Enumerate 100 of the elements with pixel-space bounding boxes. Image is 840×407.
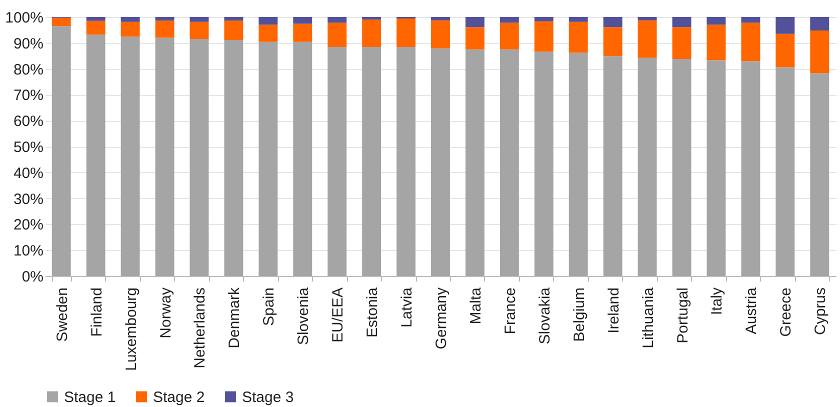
bar — [568, 52, 588, 276]
bar — [190, 39, 209, 276]
x-tick-label: Portugal — [674, 288, 692, 344]
x-tick-label: Sweden — [54, 288, 71, 342]
x-tick-label: Malta — [467, 286, 484, 324]
bar — [258, 17, 278, 25]
x-tick-label: Belgium — [570, 288, 588, 342]
bar — [155, 20, 174, 38]
bar — [52, 18, 71, 26]
y-tick-label: 60% — [13, 113, 44, 130]
bar — [120, 36, 140, 276]
bar — [500, 17, 519, 23]
bar — [741, 61, 760, 276]
bar — [638, 17, 657, 20]
y-tick-label: 20% — [13, 216, 44, 234]
bar — [568, 22, 588, 53]
bar — [224, 40, 244, 276]
x-tick-label: France — [502, 288, 519, 334]
x-tick-label: Spain — [260, 288, 278, 326]
bar — [810, 73, 830, 276]
bar — [706, 60, 726, 276]
bar — [431, 48, 450, 276]
bar — [258, 24, 278, 42]
bar — [672, 27, 692, 59]
bar — [776, 17, 795, 34]
bar — [776, 67, 795, 276]
bar — [86, 20, 106, 35]
bar — [431, 20, 450, 48]
bar — [706, 17, 726, 25]
bar — [120, 17, 140, 22]
bar — [741, 22, 760, 62]
x-tick-label: Germany — [433, 287, 450, 350]
x-tick-label: Greece — [778, 288, 795, 337]
bar — [362, 20, 382, 48]
bar — [293, 17, 312, 24]
bar — [776, 34, 795, 68]
x-tick-label: Lithuania — [640, 286, 657, 348]
bar — [638, 58, 657, 276]
bar — [190, 22, 209, 40]
bar — [258, 42, 278, 276]
bar — [465, 27, 484, 50]
bar — [362, 47, 382, 276]
bar — [465, 17, 484, 28]
legend-label: Stage 2 — [153, 388, 205, 406]
bar — [328, 22, 347, 48]
bar — [500, 49, 519, 276]
bar — [120, 22, 140, 37]
bar — [328, 47, 347, 276]
bar — [465, 49, 484, 276]
y-tick-label: 0% — [22, 268, 44, 286]
x-tick-label: Finland — [88, 288, 106, 337]
bar — [155, 17, 174, 21]
legend-label: Stage 3 — [242, 388, 294, 406]
x-tick-label: Italy — [708, 287, 726, 316]
y-tick-label: 10% — [13, 242, 44, 260]
bar — [86, 34, 106, 276]
bar — [534, 52, 554, 276]
bar — [603, 56, 622, 276]
y-tick-label: 30% — [13, 190, 44, 208]
y-tick-label: 70% — [13, 87, 44, 104]
x-tick-label: Slovenia — [295, 286, 312, 346]
bar — [810, 30, 830, 74]
y-tick-label: 80% — [13, 61, 44, 78]
bar — [396, 18, 416, 48]
x-tick-label: Denmark — [226, 287, 244, 348]
bar — [224, 20, 244, 40]
y-tick-label: 50% — [13, 139, 44, 156]
x-tick-label: Luxembourg — [122, 288, 140, 371]
y-tick-label: 100% — [5, 10, 44, 26]
bar — [52, 26, 71, 276]
bar — [224, 17, 244, 21]
bar — [500, 22, 519, 50]
x-tick-label: Austria — [743, 286, 760, 334]
x-tick-label: Latvia — [398, 286, 416, 328]
bar — [190, 17, 209, 22]
legend-label: Stage 1 — [64, 388, 116, 406]
x-tick-label: Slovakia — [536, 286, 554, 344]
bar — [706, 24, 726, 60]
bar — [293, 24, 312, 42]
bar — [362, 17, 382, 20]
bar — [741, 17, 760, 23]
bar — [603, 27, 622, 56]
bar — [293, 42, 312, 276]
x-tick-label: Ireland — [605, 288, 622, 334]
y-tick-label: 40% — [13, 164, 44, 182]
y-tick-label: 90% — [13, 35, 44, 52]
bar — [396, 47, 416, 276]
x-tick-label: Cyprus — [812, 288, 830, 336]
x-tick-label: Netherlands — [192, 288, 209, 368]
bar — [155, 38, 174, 276]
bar — [638, 20, 657, 58]
bar — [568, 17, 588, 22]
x-tick-label: Norway — [157, 287, 174, 338]
x-tick-label: Estonia — [364, 286, 382, 338]
bar — [328, 17, 347, 23]
bar — [534, 21, 554, 52]
bar — [534, 17, 554, 22]
bar — [86, 17, 106, 21]
bar — [431, 17, 450, 20]
x-tick-label: EU/EEA — [330, 288, 347, 343]
